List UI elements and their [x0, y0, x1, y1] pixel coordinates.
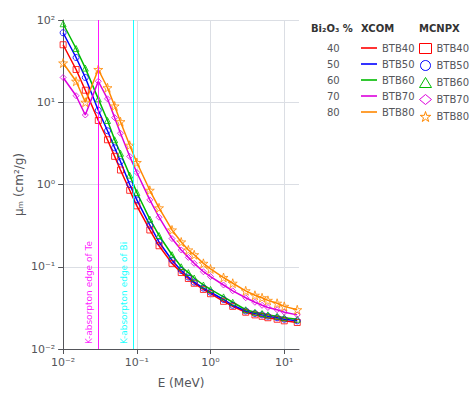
- svg-text:10⁻²: 10⁻²: [31, 343, 55, 356]
- svg-text:BTB40: BTB40: [382, 43, 415, 54]
- svg-text:70: 70: [327, 91, 340, 102]
- svg-text:XCOM: XCOM: [361, 23, 394, 34]
- svg-text:10⁻²: 10⁻²: [51, 356, 75, 369]
- svg-text:BTB50: BTB50: [437, 60, 470, 71]
- svg-text:10¹: 10¹: [275, 356, 293, 369]
- svg-text:80: 80: [327, 107, 340, 118]
- svg-text:40: 40: [327, 43, 340, 54]
- svg-text:BTB70: BTB70: [437, 94, 470, 105]
- svg-text:BTB70: BTB70: [382, 91, 415, 102]
- svg-text:Bi₂O₃ %: Bi₂O₃ %: [311, 23, 353, 34]
- svg-text:10⁰: 10⁰: [37, 178, 56, 191]
- svg-text:μₘ (cm²/g): μₘ (cm²/g): [12, 153, 26, 216]
- svg-text:BTB60: BTB60: [382, 75, 415, 86]
- svg-text:K-absorpton edge of Bi: K-absorpton edge of Bi: [119, 242, 129, 344]
- svg-text:60: 60: [327, 75, 340, 86]
- svg-text:10⁻¹: 10⁻¹: [125, 356, 149, 369]
- svg-text:10⁰: 10⁰: [201, 356, 220, 369]
- svg-text:10²: 10²: [37, 14, 55, 27]
- svg-text:BTB50: BTB50: [382, 59, 415, 70]
- svg-text:BTB80: BTB80: [382, 107, 415, 118]
- svg-text:E (MeV): E (MeV): [158, 376, 205, 390]
- svg-text:BTB80: BTB80: [437, 111, 470, 122]
- svg-text:K-absorpton edge of Te: K-absorpton edge of Te: [84, 240, 94, 344]
- svg-text:MCNPX: MCNPX: [419, 23, 460, 34]
- svg-text:BTB60: BTB60: [437, 77, 470, 88]
- svg-text:10¹: 10¹: [37, 96, 55, 109]
- svg-text:10⁻¹: 10⁻¹: [31, 260, 55, 273]
- svg-text:BTB40: BTB40: [437, 43, 470, 54]
- svg-text:50: 50: [327, 59, 340, 70]
